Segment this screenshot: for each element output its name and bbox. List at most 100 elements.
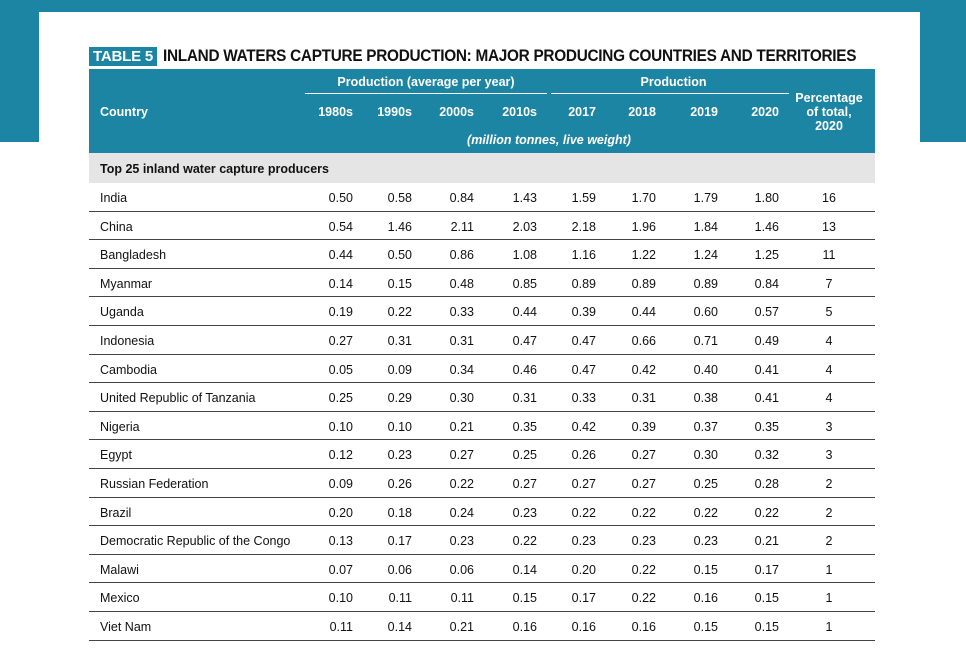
group-header-average: Production (average per year) [337, 75, 515, 89]
column-header-2019: 2019 [690, 105, 718, 119]
value-cell: 0.44 [328, 248, 353, 263]
table-title: TABLE 5 INLAND WATERS CAPTURE PRODUCTION… [89, 45, 908, 67]
value-cell: 0.22 [693, 505, 718, 520]
value-cell: 0.50 [387, 248, 412, 263]
percentage-header-line-1: Percentage [795, 91, 863, 105]
value-cell: 0.16 [512, 619, 537, 634]
value-cell: 0.11 [329, 619, 353, 634]
value-cell: 0.30 [449, 391, 474, 406]
value-cell: 1.70 [631, 191, 656, 205]
value-cell: 0.39 [631, 419, 656, 434]
country-cell: Malawi [100, 562, 139, 577]
table-row: Myanmar 0.14 0.15 0.48 0.85 0.89 0.89 0.89 0.84 7 [89, 269, 875, 298]
value-cell: 1.22 [631, 248, 656, 263]
value-cell: 0.30 [693, 448, 718, 463]
section-header-label: Top 25 inland water capture producers [100, 162, 329, 176]
column-header-1990s: 1990s [377, 105, 412, 119]
percentage-cell: 16 [822, 191, 836, 205]
country-cell: India [100, 191, 128, 205]
value-cell: 0.09 [387, 362, 412, 377]
value-cell: 0.23 [693, 534, 718, 549]
table-row: United Republic of Tanzania 0.25 0.29 0.30 0… [89, 383, 875, 412]
value-cell: 1.25 [754, 248, 779, 263]
value-cell: 0.16 [571, 619, 596, 634]
value-cell: 1.80 [754, 191, 779, 205]
column-header-1980s: 1980s [318, 105, 353, 119]
value-cell: 0.60 [693, 305, 718, 320]
value-cell: 0.16 [693, 591, 718, 606]
value-cell: 1.59 [571, 191, 596, 205]
value-cell: 0.33 [571, 391, 596, 406]
value-cell: 0.05 [328, 362, 353, 377]
value-cell: 0.31 [512, 391, 537, 406]
table-row: Uganda 0.19 0.22 0.33 0.44 0.39 0.44 0.60 0.57 5 [89, 297, 875, 326]
value-cell: 2.18 [571, 219, 596, 234]
value-cell: 0.38 [693, 391, 718, 406]
value-cell: 0.22 [754, 505, 779, 520]
value-cell: 0.21 [449, 419, 474, 434]
value-cell: 1.46 [754, 219, 779, 234]
value-cell: 0.22 [631, 591, 656, 606]
value-cell: 0.24 [449, 505, 474, 520]
value-cell: 2.03 [512, 219, 537, 234]
column-header-country: Country [100, 105, 148, 119]
table-header: Production (average per year) Production… [89, 69, 875, 153]
value-cell: 0.42 [631, 362, 656, 377]
value-cell: 1.43 [512, 191, 537, 205]
value-cell: 0.17 [754, 562, 779, 577]
value-cell: 0.10 [328, 419, 353, 434]
group-underline-average [305, 93, 547, 94]
value-cell: 0.15 [754, 591, 779, 606]
value-cell: 0.28 [754, 476, 779, 491]
value-cell: 0.47 [571, 333, 596, 348]
country-cell: Uganda [100, 305, 144, 320]
value-cell: 0.06 [449, 562, 474, 577]
table-number-tag: TABLE 5 [89, 46, 157, 66]
value-cell: 0.41 [754, 362, 779, 377]
value-cell: 0.17 [571, 591, 596, 606]
country-cell: Bangladesh [100, 248, 167, 263]
value-cell: 0.27 [328, 333, 353, 348]
value-cell: 1.24 [693, 248, 718, 263]
table-row: Bangladesh 0.44 0.50 0.86 1.08 1.16 1.22 1.24 1.… [89, 240, 875, 269]
value-cell: 0.09 [328, 476, 353, 491]
table-row: India 0.50 0.58 0.84 1.43 1.59 1.70 1.79 1.80 16 [89, 183, 875, 212]
value-cell: 0.23 [571, 534, 596, 549]
value-cell: 0.21 [754, 534, 779, 549]
value-cell: 0.18 [387, 505, 412, 520]
value-cell: 0.15 [512, 591, 537, 606]
value-cell: 0.26 [571, 448, 596, 463]
value-cell: 0.44 [512, 305, 537, 320]
value-cell: 1.84 [693, 219, 718, 234]
value-cell: 0.35 [754, 419, 779, 434]
value-cell: 0.23 [387, 448, 412, 463]
country-cell: Indonesia [100, 333, 155, 348]
table-body: India 0.50 0.58 0.84 1.43 1.59 1.70 1.79 1.80 16 C… [89, 183, 875, 641]
percentage-cell: 13 [822, 219, 836, 234]
value-cell: 1.16 [571, 248, 596, 263]
table-row: Nigeria 0.10 0.10 0.21 0.35 0.42 0.39 0.37 0.35 3 [89, 412, 875, 441]
value-cell: 0.89 [571, 276, 596, 291]
value-cell: 0.31 [387, 333, 412, 348]
percentage-cell: 1 [825, 591, 833, 606]
units-note: (million tonnes, live weight) [467, 133, 631, 147]
value-cell: 0.40 [693, 362, 718, 377]
value-cell: 0.21 [449, 619, 474, 634]
value-cell: 0.07 [328, 562, 353, 577]
column-header-percentage: Percentage of total, 2020 [789, 91, 869, 133]
percentage-cell: 7 [825, 276, 833, 291]
value-cell: 0.39 [571, 305, 596, 320]
value-cell: 0.22 [449, 476, 474, 491]
value-cell: 0.27 [512, 476, 537, 491]
country-cell: Democratic Republic of the Congo [100, 534, 291, 549]
percentage-cell: 1 [825, 562, 833, 577]
value-cell: 0.85 [512, 276, 537, 291]
value-cell: 0.15 [693, 562, 718, 577]
value-cell: 0.13 [328, 534, 353, 549]
value-cell: 0.19 [328, 305, 353, 320]
value-cell: 0.49 [754, 333, 779, 348]
percentage-cell: 5 [825, 305, 833, 320]
country-cell: Nigeria [100, 419, 140, 434]
value-cell: 0.16 [631, 619, 656, 634]
value-cell: 0.31 [449, 333, 474, 348]
